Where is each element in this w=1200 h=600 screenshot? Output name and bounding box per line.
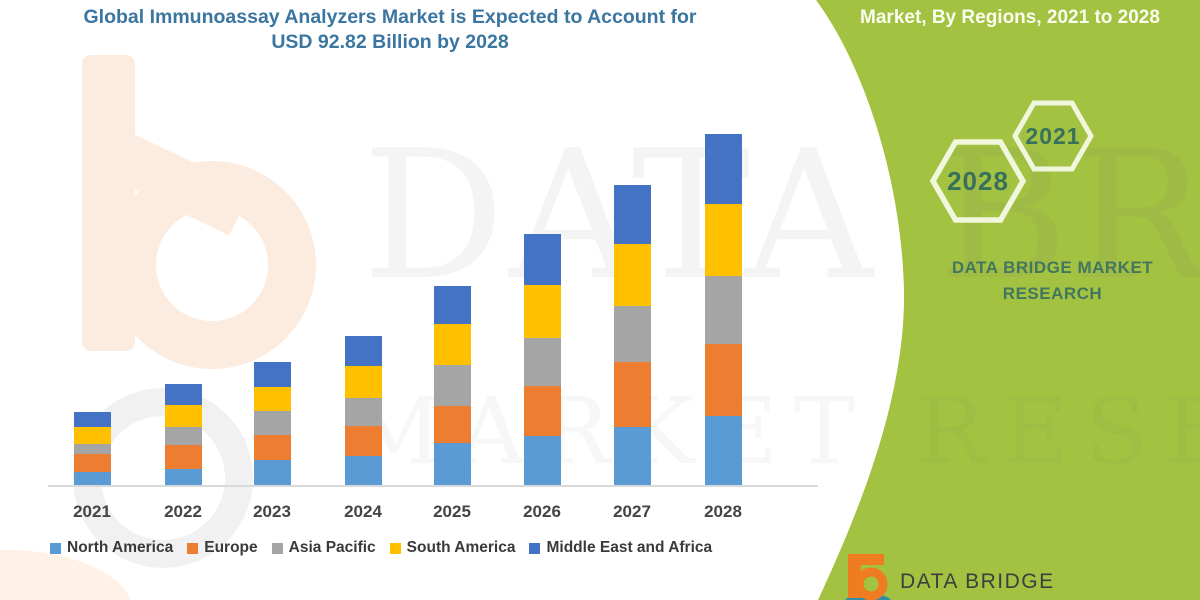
x-axis-label: 2027 <box>613 502 651 521</box>
bar-segment <box>704 133 742 204</box>
watermark-corner-blob <box>0 550 131 600</box>
logo-b-bowl <box>854 567 888 600</box>
bar-segment <box>164 404 202 428</box>
bar-segment <box>344 398 382 426</box>
x-axis-label: 2028 <box>704 502 742 521</box>
brand-text-line1: DATA BRIDGE MARKET <box>951 258 1154 277</box>
legend-swatch <box>389 542 401 554</box>
legend-swatch <box>529 542 541 554</box>
bar-segment <box>344 426 382 456</box>
bar-segment <box>613 362 651 427</box>
bar-segment <box>253 361 291 387</box>
bar-segment <box>344 456 382 486</box>
legend-label: Europe <box>204 539 258 556</box>
bar-segment <box>433 365 471 407</box>
year-hexagons: 2028 2021 <box>929 100 1094 223</box>
bar-segment <box>73 444 111 455</box>
hexagon-2021 <box>1012 100 1094 172</box>
legend-swatch <box>187 542 199 554</box>
bar-2028 <box>704 133 742 486</box>
bar-segment <box>344 336 382 367</box>
bar-segment <box>523 435 561 486</box>
brand-text: DATA BRIDGE MARKET RESEARCH <box>905 255 1200 307</box>
legend-item: Middle East and Africa <box>529 539 712 557</box>
bar-segment <box>613 185 651 245</box>
hexagon-2028 <box>929 139 1027 223</box>
x-axis-line <box>48 485 818 487</box>
data-bridge-logo: DATA BRIDGE <box>845 554 1055 600</box>
bar-segment <box>253 386 291 411</box>
bar-segment <box>613 305 651 363</box>
hexagon-2021-label: 2021 <box>1025 123 1080 149</box>
bar-segment <box>523 234 561 285</box>
bar-segment <box>433 324 471 366</box>
x-axis-label: 2025 <box>433 502 471 521</box>
bar-segment <box>253 459 291 486</box>
legend-swatch <box>271 542 283 554</box>
bar-2024 <box>344 336 382 486</box>
x-axis-label: 2026 <box>523 502 561 521</box>
bar-segment <box>523 338 561 386</box>
bar-segment <box>613 426 651 486</box>
x-axis-label: 2022 <box>164 502 202 521</box>
brand-text-line2: RESEARCH <box>1002 284 1103 303</box>
bar-segment <box>73 411 111 428</box>
bar-segment <box>344 366 382 399</box>
bar-segment <box>433 285 471 325</box>
x-axis-label: 2021 <box>73 502 111 521</box>
bar-segment <box>73 454 111 472</box>
legend-label: South America <box>406 539 516 556</box>
chart-title: Global Immunoassay Analyzers Market is E… <box>50 5 730 55</box>
chart-title-line1: Global Immunoassay Analyzers Market is E… <box>83 6 697 28</box>
chart-legend: North America Europe Asia Pacific South Ame… <box>50 539 712 557</box>
logo-b-topbar <box>848 554 884 565</box>
bar-segment <box>704 203 742 277</box>
bar-segment <box>73 427 111 445</box>
watermark-b-bowl <box>108 161 316 369</box>
bar-segment <box>523 284 561 339</box>
chart-title-line2: USD 92.82 Billion by 2028 <box>271 31 509 53</box>
legend-swatch <box>50 542 61 554</box>
bar-2021 <box>73 411 111 486</box>
legend-item: Asia Pacific <box>271 539 376 557</box>
bar-segment <box>253 434 291 460</box>
bar-segment <box>433 406 471 444</box>
x-axis-label: 2024 <box>344 502 382 521</box>
bar-segment <box>704 344 742 416</box>
bar-segment <box>164 427 202 446</box>
bar-segment <box>164 383 202 405</box>
bar-segment <box>523 385 561 436</box>
bar-segment <box>164 469 202 486</box>
hexagon-2028-label: 2028 <box>947 166 1009 196</box>
legend-item: South America <box>389 539 516 557</box>
logo-text: DATA BRIDGE <box>900 570 1055 593</box>
legend-label: Asia Pacific <box>288 539 376 556</box>
bar-2026 <box>523 234 561 486</box>
legend-item: North America <box>50 539 173 557</box>
legend-label: North America <box>67 539 174 556</box>
x-axis-label: 2023 <box>253 502 291 521</box>
bar-2023 <box>253 361 291 486</box>
bar-segment <box>704 415 742 486</box>
bar-segment <box>73 471 111 486</box>
bar-2027 <box>613 185 651 486</box>
bar-segment <box>613 244 651 306</box>
bar-segment <box>164 445 202 470</box>
legend-item: Europe <box>187 539 258 557</box>
bar-2022 <box>164 383 202 486</box>
bar-segment <box>704 276 742 345</box>
green-band-shape <box>816 0 1200 600</box>
bar-2025 <box>433 285 471 486</box>
legend-label: Middle East and Africa <box>546 539 713 556</box>
bar-segment <box>253 410 291 435</box>
bar-segment <box>433 443 471 486</box>
band-heading: Market, By Regions, 2021 to 2028 <box>860 7 1160 28</box>
